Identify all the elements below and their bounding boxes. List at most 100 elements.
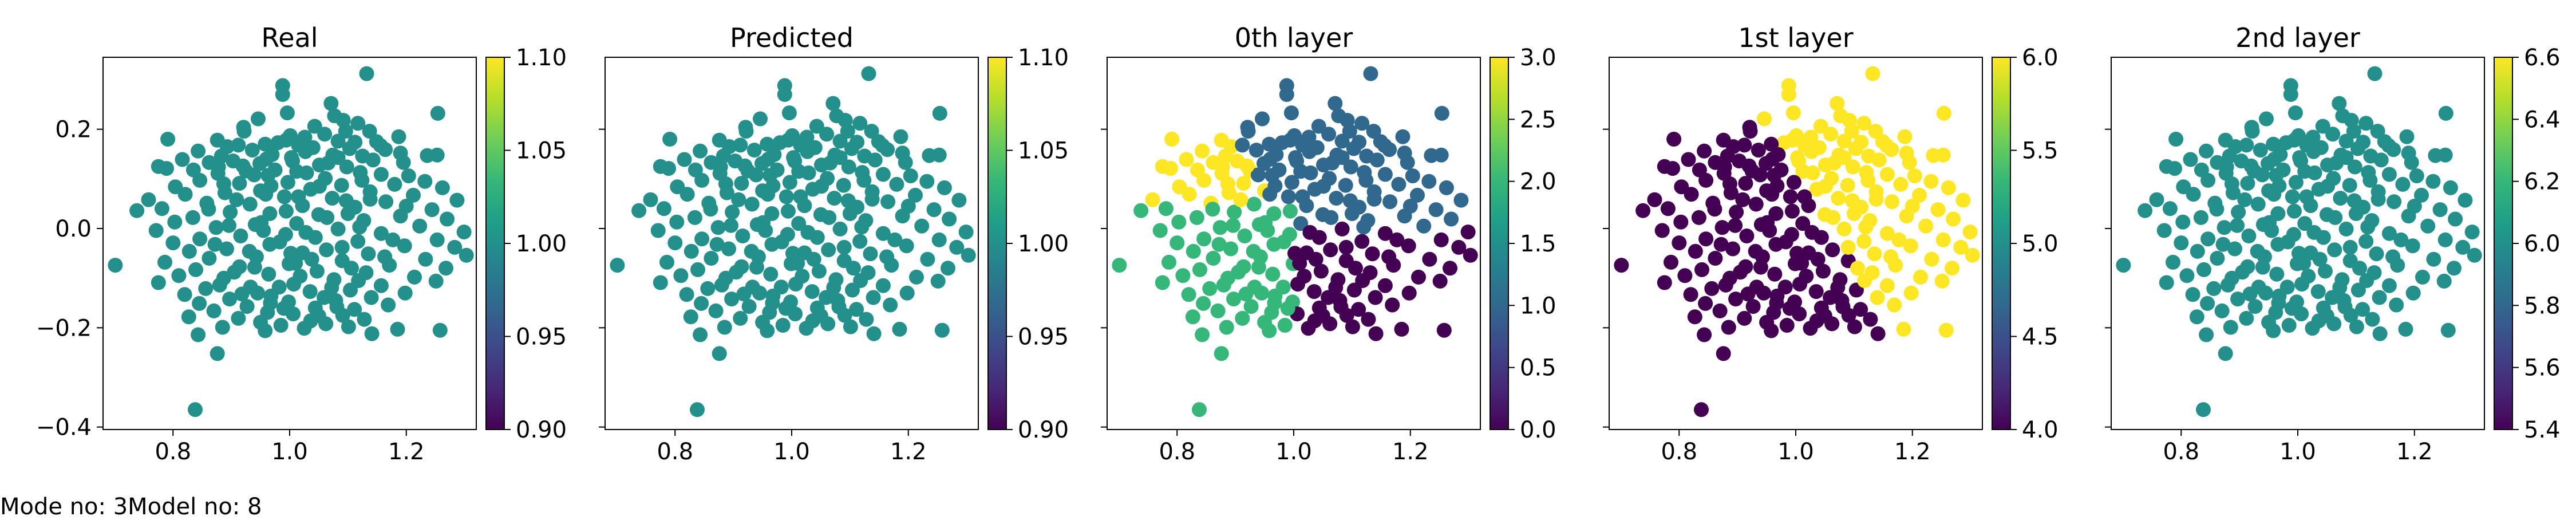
data-point (2250, 243, 2265, 259)
data-point (2425, 174, 2441, 189)
data-point (129, 203, 145, 218)
data-point (1249, 143, 1264, 158)
data-point (307, 119, 322, 134)
subplot-2: Predicted 0.8 1.0 1.2 0.90 0.95 1.00 1.05 1.10 (599, 22, 1069, 465)
data-point (717, 320, 732, 335)
data-point (1953, 239, 1969, 255)
data-point (1858, 219, 1874, 235)
data-point (398, 199, 414, 214)
data-point (401, 168, 416, 184)
data-point (1854, 135, 1869, 150)
data-point (1323, 242, 1338, 258)
data-point (1740, 286, 1756, 302)
data-point (2399, 129, 2415, 144)
data-point (1329, 191, 1344, 206)
data-point (2259, 111, 2274, 127)
data-point (2317, 263, 2333, 279)
data-point (1783, 189, 1798, 204)
data-point (1196, 231, 1212, 247)
data-point (2196, 262, 2211, 277)
subplot-3: 0th layer 0.8 1.0 1.2 0.0 0.5 1.0 1.5 2.0 2.5 3.0 (1101, 22, 1556, 465)
data-point (781, 105, 797, 121)
data-point (2254, 167, 2270, 183)
data-point (2243, 158, 2259, 174)
data-point (2347, 159, 2362, 175)
data-point (2389, 297, 2404, 313)
data-point (1185, 309, 1200, 325)
data-point (1171, 214, 1187, 230)
x-tick-label: 1.0 (2279, 439, 2316, 465)
data-point (2332, 280, 2348, 296)
data-point (1237, 229, 1253, 243)
data-point (317, 127, 333, 142)
data-point (2440, 322, 2456, 338)
data-point (840, 193, 856, 208)
data-point (661, 161, 676, 176)
data-point (1681, 152, 1696, 167)
data-point (1762, 223, 1777, 238)
data-point (365, 152, 381, 168)
data-point (1797, 189, 1812, 204)
data-point (1887, 297, 1902, 313)
colorbar-gradient (486, 57, 504, 430)
data-point (760, 136, 775, 152)
subplot-5: 2nd layer 0.8 1.0 1.2 5.4 5.6 5.8 6.0 6.2 6.4 6.6 (2105, 22, 2561, 465)
data-point (420, 148, 435, 163)
data-point (2405, 238, 2420, 254)
data-point (683, 243, 699, 259)
data-point (875, 226, 891, 241)
data-point (1941, 180, 1956, 195)
colorbar-gradient (1490, 57, 1508, 430)
data-point (861, 66, 876, 81)
data-point (1867, 246, 1882, 262)
data-point (1823, 127, 1839, 142)
data-point (1845, 159, 1860, 175)
data-point (683, 309, 698, 325)
data-point (2328, 210, 2343, 225)
data-point (1235, 310, 1250, 326)
data-point (192, 296, 207, 311)
data-point (397, 238, 412, 254)
data-point (198, 281, 214, 296)
data-point (1965, 247, 1980, 263)
data-point (2288, 175, 2304, 190)
data-point (841, 159, 856, 175)
colorbar-tick-label: 0.95 (1018, 324, 1069, 350)
data-point (2279, 279, 2295, 295)
data-point (1856, 234, 1872, 249)
data-point (1945, 261, 1959, 276)
data-point (148, 223, 164, 238)
data-point (2407, 199, 2422, 214)
data-point (1777, 279, 1793, 295)
data-point (1752, 167, 1768, 183)
data-point (903, 168, 918, 184)
data-point (2175, 214, 2191, 230)
data-point (428, 273, 444, 289)
data-point (1377, 226, 1393, 241)
data-point (412, 218, 428, 234)
data-point (2189, 309, 2204, 325)
data-point (1112, 258, 1127, 273)
data-point (650, 223, 666, 238)
data-point (1246, 196, 1262, 212)
data-point (733, 137, 748, 153)
data-point (227, 265, 242, 280)
data-point (210, 346, 225, 361)
x-tick-label: 1.0 (1777, 439, 1814, 465)
data-point (1424, 148, 1439, 163)
data-point (364, 326, 380, 341)
data-point (377, 249, 393, 265)
data-point (843, 319, 858, 334)
data-point (352, 219, 368, 235)
data-point (1884, 194, 1900, 210)
data-point (350, 116, 366, 131)
data-point (1803, 321, 1818, 336)
data-point (1694, 262, 1709, 277)
data-point (2224, 176, 2239, 191)
data-point (713, 159, 728, 175)
data-point (167, 214, 183, 230)
data-point (778, 301, 793, 316)
data-point (763, 266, 779, 282)
data-point (407, 269, 422, 285)
data-point (1220, 176, 1235, 191)
